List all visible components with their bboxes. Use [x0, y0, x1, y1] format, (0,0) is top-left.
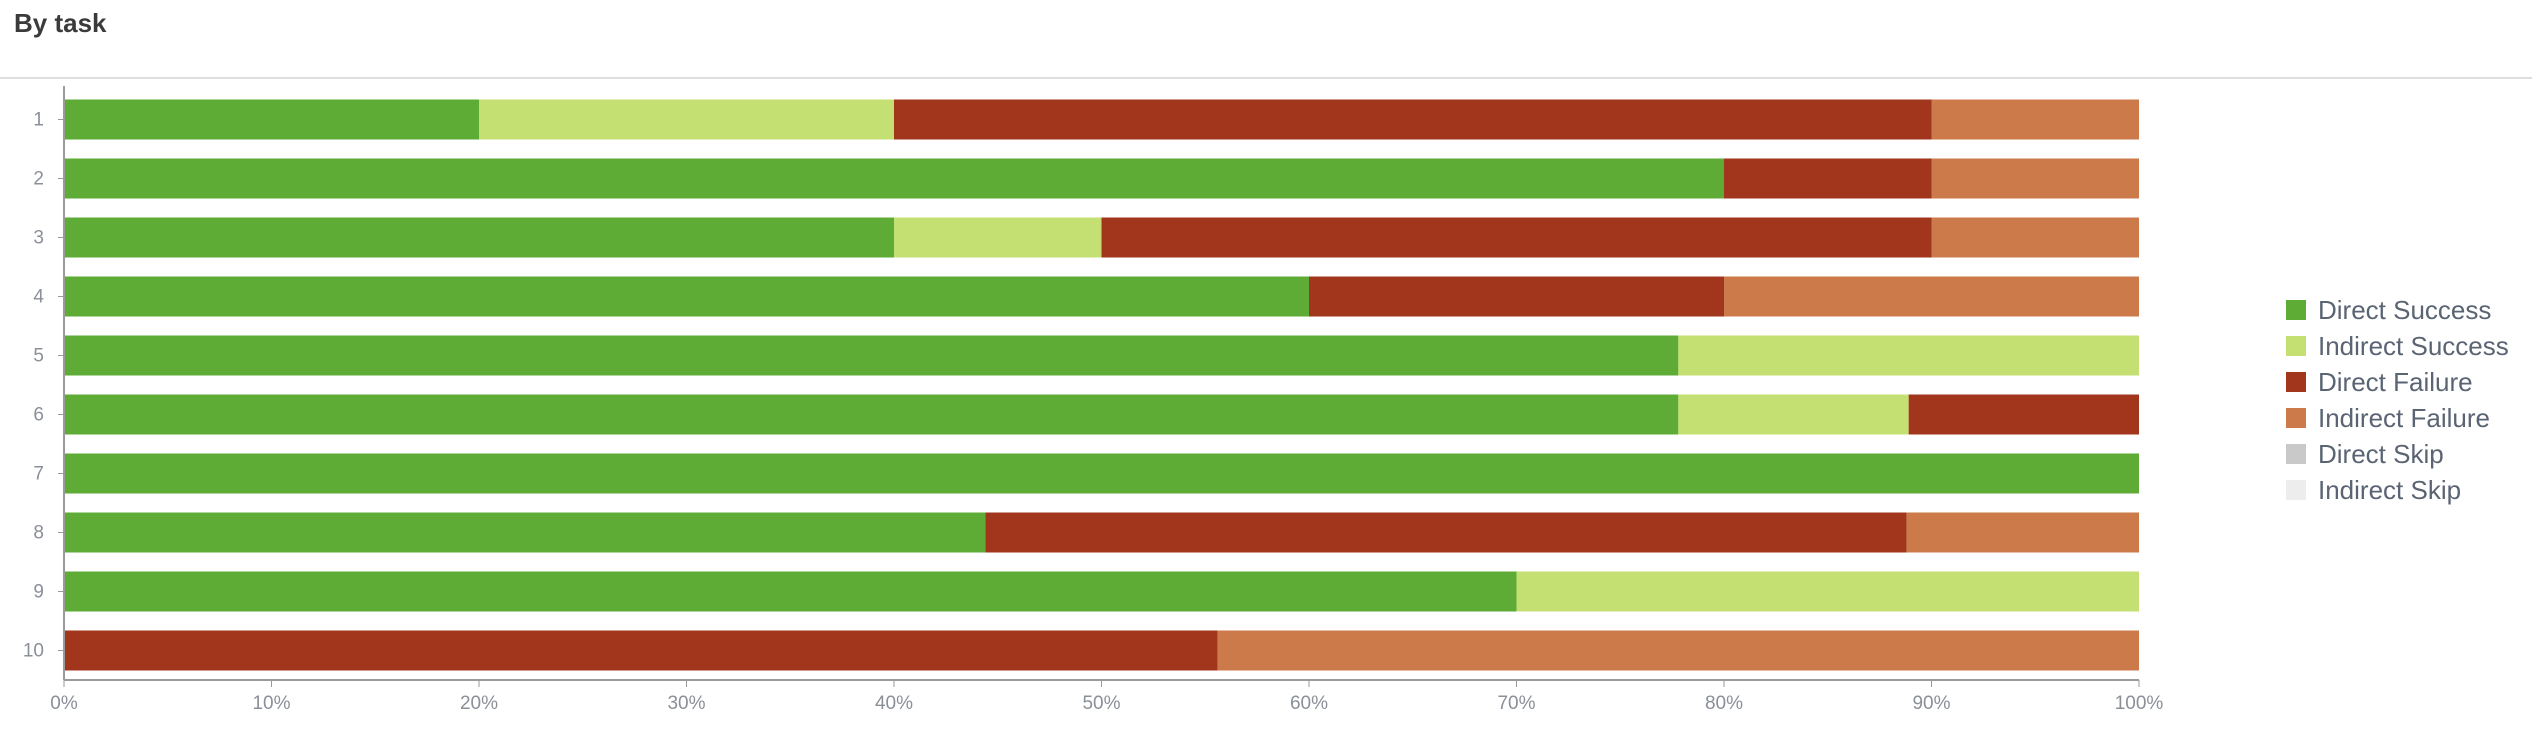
- y-tick-label: 5: [33, 346, 44, 367]
- legend-label: Direct Failure: [2318, 366, 2473, 397]
- x-tick-label: 0%: [50, 693, 78, 714]
- chart-legend: Direct Success Indirect Success Direct Fai…: [2286, 292, 2509, 508]
- y-tick-label: 10: [23, 641, 44, 662]
- y-tick-label: 1: [33, 110, 44, 131]
- y-tick-label: 6: [33, 405, 44, 426]
- legend-item[interactable]: Direct Failure: [2286, 364, 2509, 400]
- bar-segment-task-6-series-2[interactable]: [1908, 394, 2139, 435]
- x-tick-label: 70%: [1497, 693, 1535, 714]
- legend-swatch: [2286, 336, 2306, 356]
- legend-swatch: [2286, 444, 2306, 464]
- x-tick-label: 20%: [460, 693, 498, 714]
- bar-segment-task-9-series-0[interactable]: [64, 571, 1517, 612]
- legend-item[interactable]: Direct Success: [2286, 292, 2509, 328]
- y-tick-label: 3: [33, 228, 44, 249]
- bar-segment-task-1-series-3[interactable]: [1931, 99, 2140, 140]
- bar-segment-task-3-series-0[interactable]: [64, 217, 894, 258]
- bar-segment-task-6-series-0[interactable]: [64, 394, 1679, 435]
- x-tick-label: 10%: [252, 693, 290, 714]
- x-tick-label: 30%: [667, 693, 705, 714]
- legend-swatch: [2286, 480, 2306, 500]
- y-tick-label: 9: [33, 582, 44, 603]
- x-tick-label: 40%: [875, 693, 913, 714]
- bar-segment-task-8-series-2[interactable]: [985, 512, 1907, 553]
- bar-segment-task-5-series-1[interactable]: [1678, 335, 2139, 376]
- bar-segment-task-10-series-3[interactable]: [1217, 630, 2139, 671]
- legend-swatch: [2286, 408, 2306, 428]
- bar-segment-task-2-series-0[interactable]: [64, 158, 1724, 199]
- legend-item[interactable]: Indirect Success: [2286, 328, 2509, 364]
- y-tick-label: 8: [33, 523, 44, 544]
- y-tick-label: 7: [33, 464, 44, 485]
- bar-segment-task-3-series-1[interactable]: [894, 217, 1102, 258]
- y-tick-label: 4: [33, 287, 44, 308]
- bar-segment-task-10-series-2[interactable]: [64, 630, 1218, 671]
- chart-header: By task: [0, 0, 2532, 79]
- x-tick-label: 100%: [2115, 693, 2164, 714]
- bar-segment-task-8-series-0[interactable]: [64, 512, 986, 553]
- legend-label: Direct Skip: [2318, 438, 2444, 469]
- legend-item[interactable]: Direct Skip: [2286, 436, 2509, 472]
- bar-segment-task-1-series-2[interactable]: [894, 99, 1932, 140]
- legend-item[interactable]: Indirect Failure: [2286, 400, 2509, 436]
- bar-segment-task-1-series-1[interactable]: [479, 99, 894, 140]
- bar-segment-task-3-series-3[interactable]: [1931, 217, 2140, 258]
- x-tick-label: 50%: [1082, 693, 1120, 714]
- chart-title: By task: [14, 8, 107, 38]
- legend-swatch: [2286, 372, 2306, 392]
- y-tick-label: 2: [33, 169, 44, 190]
- bar-segment-task-1-series-0[interactable]: [64, 99, 479, 140]
- bar-segment-task-8-series-3[interactable]: [1906, 512, 2139, 553]
- legend-label: Indirect Failure: [2318, 402, 2490, 433]
- bar-segment-task-5-series-0[interactable]: [64, 335, 1679, 376]
- bar-segment-task-2-series-3[interactable]: [1931, 158, 2140, 199]
- bar-segment-task-4-series-0[interactable]: [64, 276, 1309, 317]
- bar-segment-task-4-series-3[interactable]: [1724, 276, 2139, 317]
- bar-segment-task-2-series-2[interactable]: [1724, 158, 1932, 199]
- legend-label: Indirect Skip: [2318, 474, 2462, 505]
- legend-item[interactable]: Indirect Skip: [2286, 472, 2509, 508]
- legend-label: Direct Success: [2318, 294, 2492, 325]
- bar-segment-task-4-series-2[interactable]: [1309, 276, 1724, 317]
- bar-segment-task-9-series-1[interactable]: [1516, 571, 2140, 612]
- bar-segment-task-6-series-1[interactable]: [1678, 394, 1909, 435]
- x-tick-label: 60%: [1290, 693, 1328, 714]
- legend-label: Indirect Success: [2318, 330, 2509, 361]
- x-tick-label: 90%: [1912, 693, 1950, 714]
- x-tick-label: 80%: [1705, 693, 1743, 714]
- bar-segment-task-7-series-0[interactable]: [64, 453, 2139, 494]
- bar-segment-task-3-series-2[interactable]: [1101, 217, 1932, 258]
- legend-swatch: [2286, 300, 2306, 320]
